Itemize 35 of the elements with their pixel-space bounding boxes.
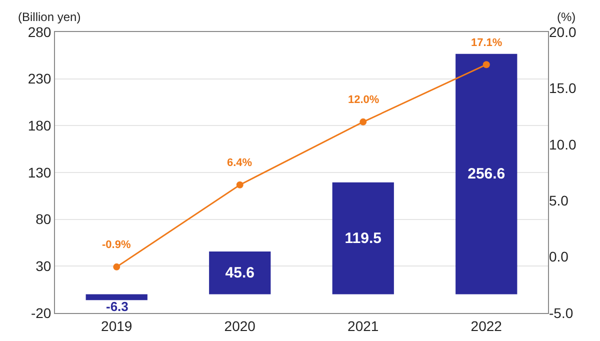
x-tick-label: 2020	[224, 318, 256, 334]
data-label: 45.6	[225, 264, 254, 282]
y2-tick-label: 5.0	[549, 192, 569, 208]
y-tick-label: 80	[36, 211, 52, 228]
y2-tick-label: 0.0	[549, 248, 569, 265]
data-label: 17.1%	[471, 37, 502, 49]
y2-tick-label: 10.0	[549, 136, 576, 152]
x-tick-label: 2019	[101, 318, 132, 334]
bar	[209, 252, 271, 294]
point	[113, 263, 120, 270]
bar	[332, 182, 394, 294]
y2-tick-label: 15.0	[549, 80, 576, 96]
point	[236, 181, 244, 188]
y-tick-label: 130	[28, 164, 52, 180]
y2-axis-title: (%)	[557, 10, 576, 24]
data-label: -0.9%	[102, 239, 131, 251]
x-tick-label: 2022	[470, 318, 502, 334]
data-label: 256.6	[468, 166, 506, 183]
point	[360, 118, 367, 126]
data-label: -6.3	[106, 299, 128, 314]
y-tick-label: 30	[36, 258, 52, 274]
x-tick-label: 2021	[348, 318, 379, 334]
y2-tick-label: 20.0	[549, 24, 576, 40]
data-label: 12.0%	[348, 94, 380, 106]
point	[482, 61, 490, 68]
data-label: 119.5	[344, 230, 382, 247]
y-tick-label: -20	[30, 304, 52, 321]
y-tick-label: 180	[28, 118, 52, 134]
y2-tick-label: -5.0	[549, 304, 574, 321]
y-tick-label: 230	[28, 70, 52, 87]
bar	[456, 54, 518, 294]
bar	[86, 294, 148, 300]
data-label: 6.4%	[227, 157, 252, 169]
y-tick-label: 280	[28, 24, 52, 40]
y-axis-title: (Billion yen)	[18, 10, 81, 24]
